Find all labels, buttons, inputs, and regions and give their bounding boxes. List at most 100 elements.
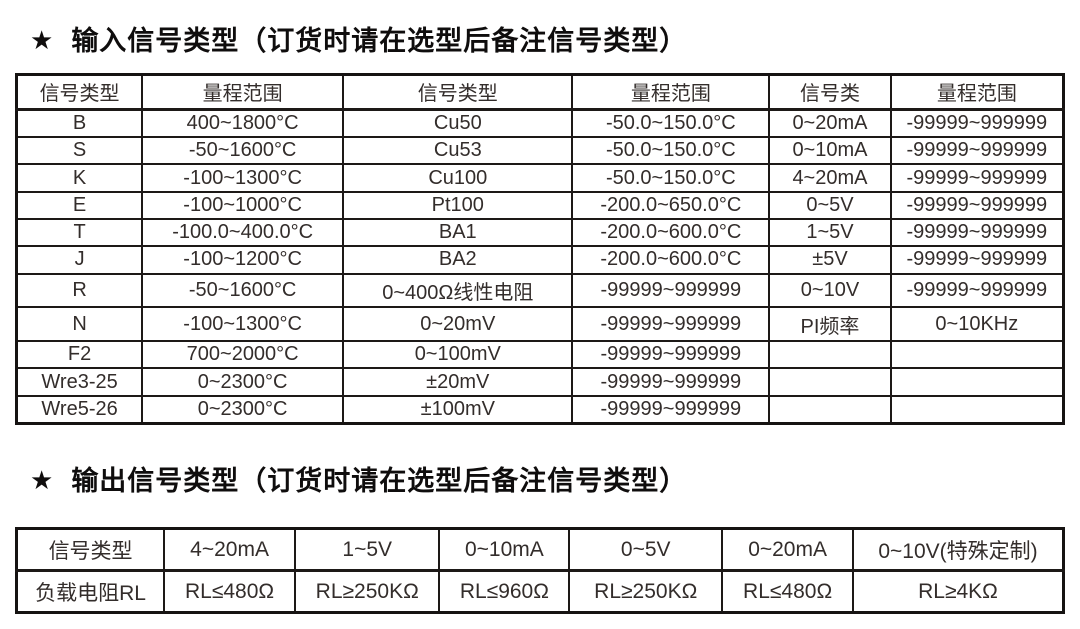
column-header: 量程范围 [889, 73, 1065, 111]
signal-type-cell: T [15, 217, 144, 248]
range-cell: 400~1800°C [141, 108, 345, 139]
load-resistance-cell: RL≥250KΩ [293, 569, 441, 614]
range-cell: -99999~999999 [571, 367, 771, 397]
signal-type-cell: R [15, 272, 144, 309]
signal-type-cell: Cu100 [342, 163, 574, 193]
load-resistance-cell: RL≤480Ω [721, 569, 855, 614]
signal-type-cell: 0~5V [568, 527, 724, 572]
range-cell: -99999~999999 [571, 272, 771, 309]
signal-type-cell: 0~10mA [768, 136, 892, 166]
load-resistance-cell: RL≤480Ω [163, 569, 296, 614]
range-cell: -99999~999999 [571, 394, 771, 425]
range-cell: -99999~999999 [889, 190, 1065, 220]
signal-type-cell [768, 367, 892, 397]
range-cell: -99999~999999 [889, 272, 1065, 309]
table-row: E -100~1000°C Pt100 -200.0~650.0°C 0~5V … [15, 190, 1065, 220]
range-cell: 700~2000°C [141, 340, 345, 370]
range-cell: -100.0~400.0°C [141, 217, 345, 248]
input-signal-title: ★ 输入信号类型（订货时请在选型后备注信号类型） [30, 19, 687, 58]
signal-type-cell: ±20mV [342, 367, 574, 397]
signal-type-cell: 0~10V [768, 272, 892, 309]
range-cell: -99999~999999 [889, 136, 1065, 166]
range-cell [889, 340, 1065, 370]
column-header: 量程范围 [141, 73, 345, 111]
column-header: 信号类型 [342, 73, 574, 111]
input-signal-title-text: 输入信号类型（订货时请在选型后备注信号类型） [71, 26, 688, 56]
range-cell: -50.0~150.0°C [571, 163, 771, 193]
signal-type-cell: Pt100 [342, 190, 574, 220]
signal-type-cell [768, 394, 892, 425]
signal-type-cell: Wre5-26 [15, 394, 144, 425]
range-cell: -99999~999999 [571, 306, 771, 343]
range-cell [889, 367, 1065, 397]
signal-type-cell: BA1 [342, 217, 574, 248]
signal-type-cell: ±5V [768, 245, 892, 275]
table-row: R -50~1600°C 0~400Ω线性电阻 -99999~999999 0~… [15, 272, 1065, 309]
range-cell: 0~2300°C [141, 394, 345, 425]
load-resistance-row: 负载电阻RL RL≤480Ω RL≥250KΩ RL≤960Ω RL≥250KΩ… [15, 569, 1065, 614]
input-signal-table: 信号类型 量程范围 信号类型 量程范围 信号类 量程范围 B 400~1800°… [15, 73, 1065, 425]
range-cell: -99999~999999 [889, 108, 1065, 139]
range-cell: -100~1300°C [141, 306, 345, 343]
signal-type-cell: Wre3-25 [15, 367, 144, 397]
range-cell: -100~1300°C [141, 163, 345, 193]
table-row: S -50~1600°C Cu53 -50.0~150.0°C 0~10mA -… [15, 136, 1065, 166]
signal-type-cell: K [15, 163, 144, 193]
input-table-header-row: 信号类型 量程范围 信号类型 量程范围 信号类 量程范围 [15, 73, 1065, 111]
signal-type-cell: 0~400Ω线性电阻 [342, 272, 574, 309]
output-signal-title: ★ 输出信号类型（订货时请在选型后备注信号类型） [30, 459, 687, 498]
signal-type-cell: S [15, 136, 144, 166]
range-cell: -50.0~150.0°C [571, 108, 771, 139]
signal-type-cell [768, 340, 892, 370]
signal-type-cell: Cu53 [342, 136, 574, 166]
range-cell: -200.0~600.0°C [571, 217, 771, 248]
range-cell: 0~2300°C [141, 367, 345, 397]
output-signal-type-row: 信号类型 4~20mA 1~5V 0~10mA 0~5V 0~20mA 0~10… [15, 527, 1065, 572]
signal-type-cell: ±100mV [342, 394, 574, 425]
row-header: 负载电阻RL [15, 569, 166, 614]
column-header: 信号类型 [15, 73, 144, 111]
signal-type-cell: 4~20mA [163, 527, 296, 572]
table-row: T -100.0~400.0°C BA1 -200.0~600.0°C 1~5V… [15, 217, 1065, 248]
column-header: 信号类 [768, 73, 892, 111]
signal-type-cell: BA2 [342, 245, 574, 275]
signal-type-cell: E [15, 190, 144, 220]
table-row: N -100~1300°C 0~20mV -99999~999999 PI频率 … [15, 306, 1065, 343]
range-cell: -50~1600°C [141, 272, 345, 309]
row-header: 信号类型 [15, 527, 166, 572]
range-cell: -99999~999999 [889, 217, 1065, 248]
range-cell: -100~1000°C [141, 190, 345, 220]
signal-type-cell: N [15, 306, 144, 343]
signal-type-cell: 0~10mA [438, 527, 571, 572]
signal-type-cell: 0~100mV [342, 340, 574, 370]
column-header: 量程范围 [571, 73, 771, 111]
load-resistance-cell: RL≥4KΩ [852, 569, 1065, 614]
output-signal-table: 信号类型 4~20mA 1~5V 0~10mA 0~5V 0~20mA 0~10… [15, 527, 1065, 614]
load-resistance-cell: RL≥250KΩ [568, 569, 724, 614]
range-cell: -200.0~650.0°C [571, 190, 771, 220]
signal-type-cell: Cu50 [342, 108, 574, 139]
signal-type-cell: J [15, 245, 144, 275]
signal-type-cell: 0~20mA [721, 527, 855, 572]
range-cell: -50~1600°C [141, 136, 345, 166]
signal-type-cell: 4~20mA [768, 163, 892, 193]
load-resistance-cell: RL≤960Ω [438, 569, 571, 614]
signal-type-cell: 1~5V [768, 217, 892, 248]
range-cell [889, 394, 1065, 425]
output-signal-title-text: 输出信号类型（订货时请在选型后备注信号类型） [71, 466, 688, 496]
signal-type-cell: 1~5V [293, 527, 441, 572]
signal-type-cell: B [15, 108, 144, 139]
signal-type-cell: PI频率 [768, 306, 892, 343]
table-row: Wre5-26 0~2300°C ±100mV -99999~999999 [15, 394, 1065, 425]
star-icon: ★ [30, 465, 55, 495]
table-row: J -100~1200°C BA2 -200.0~600.0°C ±5V -99… [15, 245, 1065, 275]
signal-type-cell: 0~5V [768, 190, 892, 220]
signal-type-cell: F2 [15, 340, 144, 370]
signal-type-cell: 0~20mA [768, 108, 892, 139]
signal-type-cell: 0~10V(特殊定制) [852, 527, 1065, 572]
signal-type-cell: 0~20mV [342, 306, 574, 343]
range-cell: -200.0~600.0°C [571, 245, 771, 275]
table-row: F2 700~2000°C 0~100mV -99999~999999 [15, 340, 1065, 370]
range-cell: -100~1200°C [141, 245, 345, 275]
star-icon: ★ [30, 25, 55, 55]
